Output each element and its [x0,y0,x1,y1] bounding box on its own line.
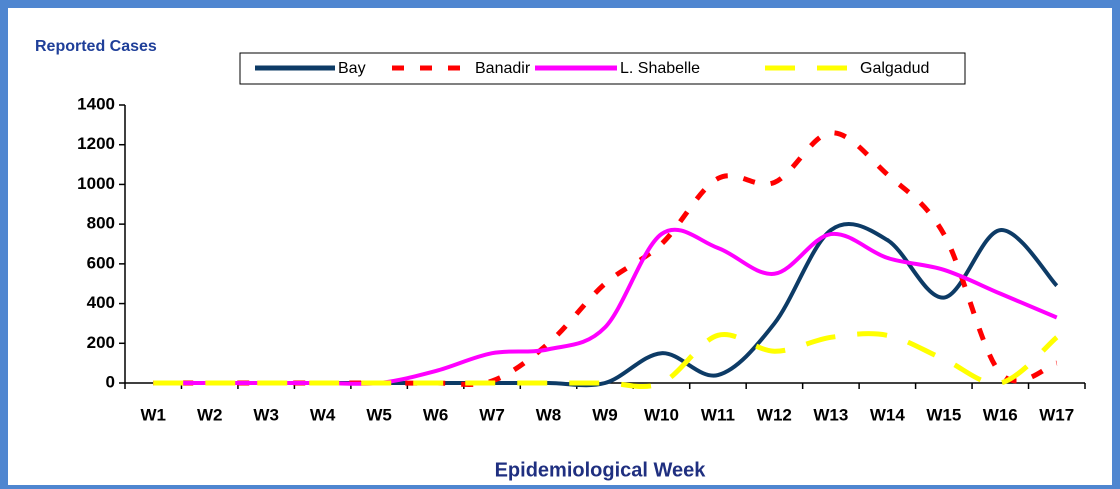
y-axis-title: Reported Cases [35,38,157,55]
y-tick-label: 1000 [77,174,115,193]
x-tick-label: W5 [366,405,392,424]
x-tick-label: W10 [644,405,679,424]
x-tick-label: W4 [310,405,336,424]
legend-label: Banadir [475,60,531,77]
y-tick-label: 400 [87,293,115,312]
x-tick-label: W7 [479,405,505,424]
x-axis-title: Epidemiological Week [495,459,707,481]
x-tick-label: W3 [253,405,279,424]
y-tick-label: 0 [106,372,115,391]
x-tick-label: W1 [140,405,166,424]
x-tick-label: W6 [423,405,449,424]
x-tick-label: W14 [870,405,906,424]
series-line [153,331,1059,389]
y-tick-label: 600 [87,253,115,272]
legend-label: Galgadud [860,60,929,77]
y-tick-label: 1200 [77,134,115,153]
x-tick-label: W11 [701,405,735,424]
x-tick-label: W17 [1039,405,1074,424]
y-tick-label: 1400 [77,94,115,113]
x-tick-label: W8 [536,405,562,424]
x-tick-label: W15 [926,405,961,424]
y-tick-label: 200 [87,333,115,352]
x-tick-label: W12 [757,405,792,424]
x-tick-label: W2 [197,405,223,424]
x-tick-label: W9 [592,405,618,424]
x-tick-label: W16 [983,405,1018,424]
legend-label: L. Shabelle [620,60,700,77]
x-tick-label: W13 [813,405,848,424]
y-tick-label: 800 [87,214,115,233]
legend-label: Bay [338,60,366,77]
